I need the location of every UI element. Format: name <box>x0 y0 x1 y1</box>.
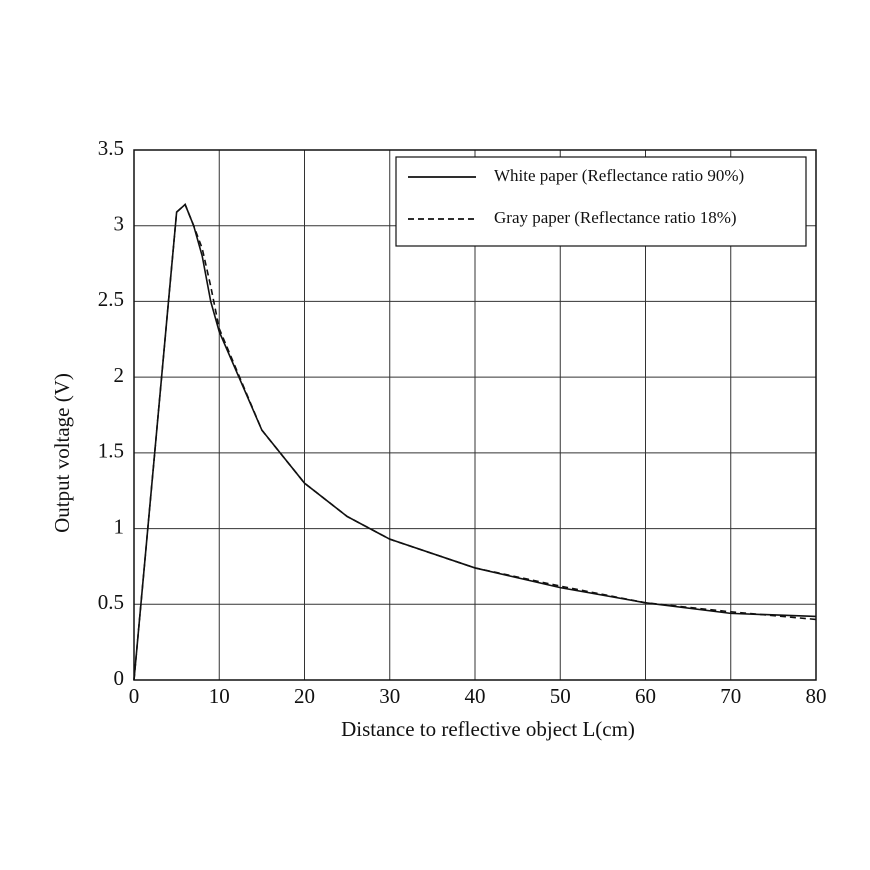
legend-label: White paper (Reflectance ratio 90%) <box>494 166 744 185</box>
y-tick-label: 3.5 <box>98 136 124 160</box>
y-tick-label: 2 <box>114 363 125 387</box>
y-tick-label: 1.5 <box>98 439 124 463</box>
x-tick-label: 0 <box>129 684 140 708</box>
x-tick-label: 30 <box>379 684 400 708</box>
y-tick-label: 1 <box>114 514 125 538</box>
x-axis-label: Distance to reflective object L(cm) <box>341 717 635 741</box>
x-tick-label: 70 <box>720 684 741 708</box>
legend-box <box>395 156 807 247</box>
x-tick-label: 50 <box>550 684 571 708</box>
legend-label: Gray paper (Reflectance ratio 18%) <box>494 208 737 227</box>
y-axis-label: Output voltage (V) <box>50 373 74 533</box>
x-tick-label: 10 <box>209 684 230 708</box>
x-tick-label: 60 <box>635 684 656 708</box>
x-tick-label: 40 <box>465 684 486 708</box>
y-tick-label: 2.5 <box>98 287 124 311</box>
plot-frame <box>133 149 817 681</box>
y-tick-label: 0.5 <box>98 590 124 614</box>
x-tick-label: 20 <box>294 684 315 708</box>
y-tick-label: 3 <box>114 212 125 236</box>
y-tick-label: 0 <box>114 666 125 690</box>
x-tick-label: 80 <box>806 684 827 708</box>
line-series <box>133 203 817 681</box>
